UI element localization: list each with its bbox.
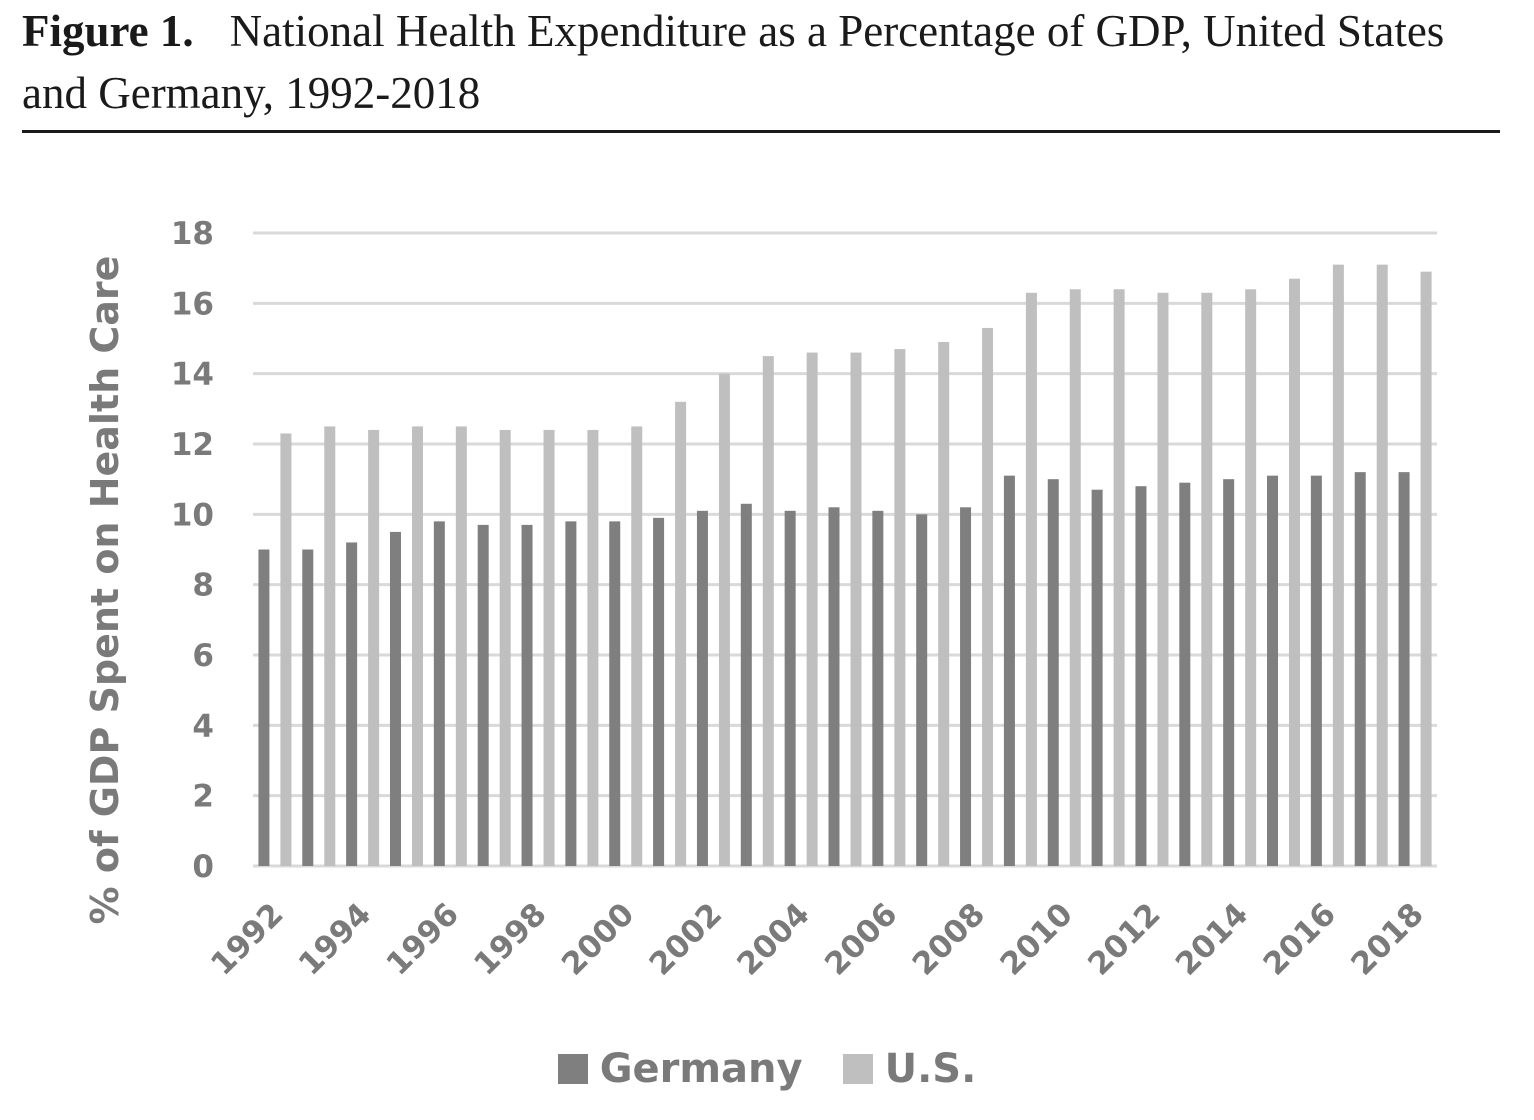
bar-germany-2015: [1267, 475, 1279, 866]
bar-chart: 0 2 4 6 8 10 12 14 16 18 1992 1994 1996 1998 2000 2002…: [83, 216, 1437, 983]
y-axis-title: % of GDP Spent on Health Care: [83, 256, 127, 925]
bar-germany-2007: [916, 514, 928, 866]
x-tick-label: 2012: [1081, 896, 1167, 982]
bar-u-s-2018: [1420, 271, 1432, 866]
bar-u-s-2009: [1025, 292, 1037, 866]
bar-u-s-2016: [1332, 264, 1344, 866]
bar-germany-2005: [828, 507, 840, 866]
bar-u-s-2000: [631, 426, 643, 866]
bar-germany-2016: [1310, 475, 1322, 866]
caption-rule: [22, 130, 1500, 133]
x-tick-label: 1996: [380, 896, 466, 982]
bar-u-s-2015: [1289, 278, 1301, 866]
bar-u-s-2001: [675, 401, 687, 866]
bar-germany-1994: [346, 542, 358, 866]
bar-germany-1996: [433, 521, 445, 866]
bar-germany-2006: [872, 510, 884, 866]
legend-swatch-us: [842, 1054, 873, 1084]
x-tick-label: 2018: [1344, 896, 1430, 982]
bar-u-s-2014: [1245, 289, 1257, 866]
bar-germany-2012: [1135, 486, 1147, 866]
y-tick-label: 12: [171, 427, 214, 463]
bar-germany-2011: [1091, 489, 1103, 866]
bar-u-s-2003: [762, 356, 774, 866]
gridlines: [253, 231, 1437, 868]
x-tick-label: 2014: [1169, 896, 1255, 982]
y-tick-label: 14: [171, 357, 214, 393]
bar-germany-2004: [784, 510, 796, 866]
bar-germany-2008: [960, 507, 972, 866]
x-tick-label: 2002: [643, 896, 729, 982]
x-tick-label: 1992: [204, 896, 290, 982]
x-tick-label: 1998: [467, 896, 553, 982]
y-tick-label: 8: [192, 568, 214, 604]
bar-germany-2018: [1398, 472, 1410, 866]
figure-title: National Health Expenditure as a Percent…: [22, 6, 1445, 118]
bar-u-s-1992: [280, 433, 292, 866]
legend-label-us: U.S.: [884, 1046, 977, 1092]
bar-germany-2010: [1047, 479, 1059, 866]
x-tick-label: 2010: [993, 896, 1079, 982]
legend-label-germany: Germany: [599, 1046, 803, 1092]
y-tick-label: 18: [171, 216, 214, 252]
bars: [258, 264, 1432, 867]
bar-u-s-2010: [1069, 289, 1081, 866]
bar-u-s-2007: [938, 342, 950, 866]
bar-germany-1997: [477, 524, 489, 866]
x-tick-label: 2016: [1257, 896, 1343, 982]
bar-u-s-2008: [982, 327, 994, 866]
bar-germany-2003: [740, 503, 752, 866]
bar-germany-2002: [696, 510, 708, 866]
bar-germany-1999: [565, 521, 577, 866]
legend: Germany U.S.: [0, 1046, 1534, 1092]
legend-swatch-germany: [557, 1054, 588, 1084]
legend-item-us: U.S.: [842, 1046, 977, 1092]
x-tick-label: 2000: [555, 896, 641, 982]
bar-u-s-2004: [806, 352, 818, 867]
x-tick-label: 2004: [730, 896, 816, 982]
y-tick-label: 4: [192, 708, 214, 744]
bar-germany-1995: [389, 531, 401, 866]
bar-germany-2001: [653, 517, 665, 866]
x-tick-label: 1994: [292, 896, 378, 982]
bar-u-s-1998: [543, 429, 555, 866]
x-tick-label: 2006: [818, 896, 904, 982]
bar-germany-2009: [1003, 475, 1015, 866]
bar-germany-1998: [521, 524, 533, 866]
bar-germany-1993: [302, 549, 314, 866]
bar-germany-1992: [258, 549, 270, 866]
bar-u-s-2013: [1201, 292, 1213, 866]
figure-caption: Figure 1. National Health Expenditure as …: [22, 0, 1502, 124]
bar-u-s-1996: [455, 426, 467, 866]
bar-germany-2013: [1179, 482, 1191, 866]
x-axis-ticks: 1992 1994 1996 1998 2000 2002 2004 2006 2008 2010…: [204, 896, 1431, 982]
y-tick-label: 6: [192, 638, 214, 674]
legend-item-germany: Germany: [557, 1046, 803, 1092]
x-tick-label: 2008: [906, 896, 992, 982]
bar-germany-2014: [1223, 479, 1235, 866]
y-axis-ticks: 0 2 4 6 8 10 12 14 16 18: [171, 216, 214, 885]
bar-u-s-2011: [1113, 289, 1125, 866]
bar-u-s-1993: [324, 426, 336, 866]
bar-u-s-2012: [1157, 292, 1169, 866]
y-tick-label: 10: [171, 497, 214, 533]
y-tick-label: 2: [192, 779, 214, 815]
figure-label: Figure 1.: [22, 6, 194, 56]
bar-u-s-1994: [368, 429, 380, 866]
y-tick-label: 0: [192, 849, 214, 885]
bar-u-s-2017: [1376, 264, 1388, 866]
y-tick-label: 16: [171, 286, 214, 322]
bar-u-s-1999: [587, 429, 599, 866]
bar-germany-2000: [609, 521, 621, 866]
bar-u-s-2005: [850, 352, 862, 867]
bar-germany-2017: [1354, 472, 1366, 866]
bar-u-s-1995: [411, 426, 423, 866]
bar-u-s-2002: [718, 373, 730, 866]
bar-u-s-1997: [499, 429, 511, 866]
bar-u-s-2006: [894, 349, 906, 866]
